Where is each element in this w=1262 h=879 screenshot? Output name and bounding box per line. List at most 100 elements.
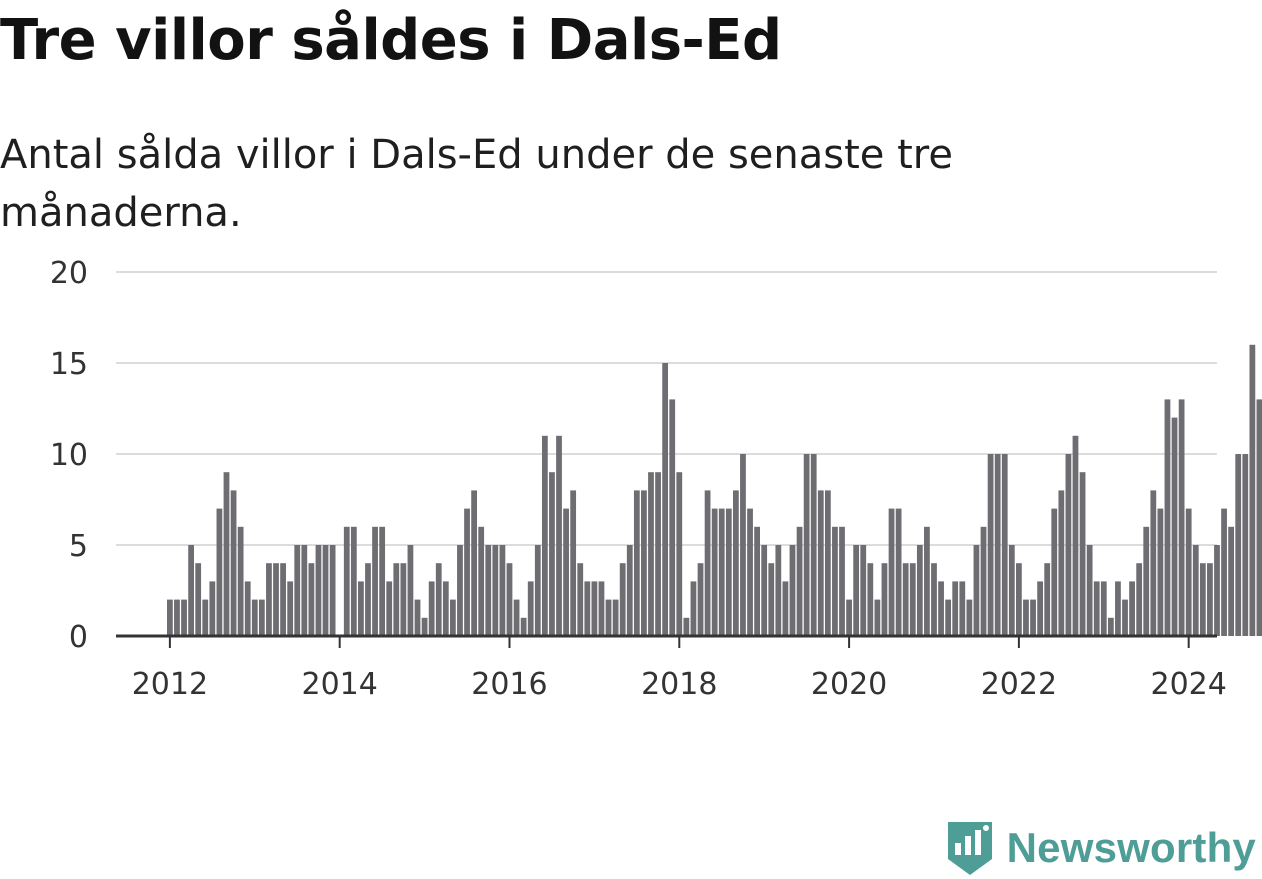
bar bbox=[909, 563, 916, 636]
bar bbox=[860, 545, 867, 636]
bar bbox=[754, 526, 760, 636]
bar bbox=[1058, 490, 1065, 636]
bar bbox=[428, 581, 435, 636]
bar bbox=[775, 545, 782, 636]
y-tick-label: 10 bbox=[50, 438, 88, 473]
bar bbox=[230, 490, 237, 636]
bar bbox=[400, 563, 407, 636]
bar bbox=[329, 545, 336, 636]
bar bbox=[1072, 435, 1079, 636]
bar bbox=[733, 490, 739, 636]
chart-title: Tre villor såldes i Dals-Ed bbox=[0, 8, 782, 73]
bar bbox=[520, 617, 527, 636]
bar bbox=[605, 599, 612, 636]
bar bbox=[216, 508, 223, 636]
bar bbox=[464, 508, 470, 636]
bars bbox=[167, 344, 1262, 636]
bar bbox=[343, 526, 350, 636]
bar bbox=[258, 599, 265, 636]
bar bbox=[952, 581, 959, 636]
bar bbox=[945, 599, 952, 636]
x-tick-label: 2012 bbox=[132, 667, 208, 702]
bar bbox=[839, 526, 845, 636]
bar bbox=[924, 526, 930, 636]
bar bbox=[725, 508, 732, 636]
bar bbox=[393, 563, 400, 636]
bar bbox=[810, 454, 817, 636]
x-axis-ticks: 20122014201620182020202220242026 bbox=[132, 636, 1227, 702]
bar bbox=[1079, 472, 1086, 636]
y-tick-label: 5 bbox=[69, 529, 88, 564]
bar bbox=[881, 563, 888, 636]
bar bbox=[1065, 454, 1072, 636]
bar bbox=[1008, 545, 1015, 636]
bar bbox=[1037, 581, 1043, 636]
bar bbox=[1107, 617, 1114, 636]
bar bbox=[782, 581, 789, 636]
bar bbox=[534, 545, 541, 636]
bar bbox=[803, 454, 810, 636]
bar bbox=[527, 581, 534, 636]
bar bbox=[478, 526, 485, 636]
bar bbox=[931, 563, 937, 636]
bar bbox=[994, 454, 1001, 636]
bar bbox=[796, 526, 803, 636]
bar bbox=[1164, 399, 1171, 636]
bar bbox=[541, 435, 548, 636]
bar bbox=[223, 472, 230, 636]
bar bbox=[549, 472, 555, 636]
bar bbox=[662, 363, 669, 636]
bar bbox=[209, 581, 216, 636]
bar bbox=[195, 563, 202, 636]
bar bbox=[1207, 563, 1213, 636]
bar bbox=[690, 581, 697, 636]
bar bbox=[817, 490, 824, 636]
bar bbox=[633, 490, 640, 636]
bar bbox=[365, 563, 371, 636]
bar bbox=[181, 599, 187, 636]
bar bbox=[895, 508, 902, 636]
bar bbox=[1249, 344, 1256, 636]
bar bbox=[1214, 545, 1220, 636]
bar bbox=[1115, 581, 1121, 636]
bar bbox=[987, 454, 994, 636]
bar bbox=[1093, 581, 1100, 636]
bar bbox=[1242, 454, 1249, 636]
bar bbox=[966, 599, 973, 636]
bar bbox=[358, 581, 364, 636]
bar bbox=[435, 563, 442, 636]
bar bbox=[1192, 545, 1199, 636]
bar bbox=[188, 545, 194, 636]
bar bbox=[308, 563, 315, 636]
bar bbox=[1100, 581, 1107, 636]
bar bbox=[747, 508, 753, 636]
bar bbox=[1221, 508, 1227, 636]
bar bbox=[888, 508, 895, 636]
bar bbox=[379, 526, 386, 636]
bar bbox=[513, 599, 520, 636]
bar bbox=[655, 472, 661, 636]
bar bbox=[1129, 581, 1135, 636]
bar bbox=[174, 599, 180, 636]
bar bbox=[591, 581, 598, 636]
bar bbox=[619, 563, 626, 636]
bar bbox=[442, 581, 449, 636]
bar bbox=[980, 526, 987, 636]
bar bbox=[902, 563, 909, 636]
bar bbox=[626, 545, 633, 636]
bar bbox=[1001, 454, 1008, 636]
bar bbox=[853, 545, 860, 636]
bar bbox=[301, 545, 308, 636]
bar bbox=[287, 581, 294, 636]
bar bbox=[450, 599, 456, 636]
x-tick-label: 2014 bbox=[302, 667, 378, 702]
bar bbox=[1086, 545, 1093, 636]
bar bbox=[1171, 417, 1178, 636]
bar bbox=[740, 454, 746, 636]
bar bbox=[1256, 399, 1262, 636]
bar bbox=[612, 599, 619, 636]
bar bbox=[648, 472, 654, 636]
bar bbox=[1157, 508, 1164, 636]
bar bbox=[251, 599, 258, 636]
bar bbox=[697, 563, 704, 636]
